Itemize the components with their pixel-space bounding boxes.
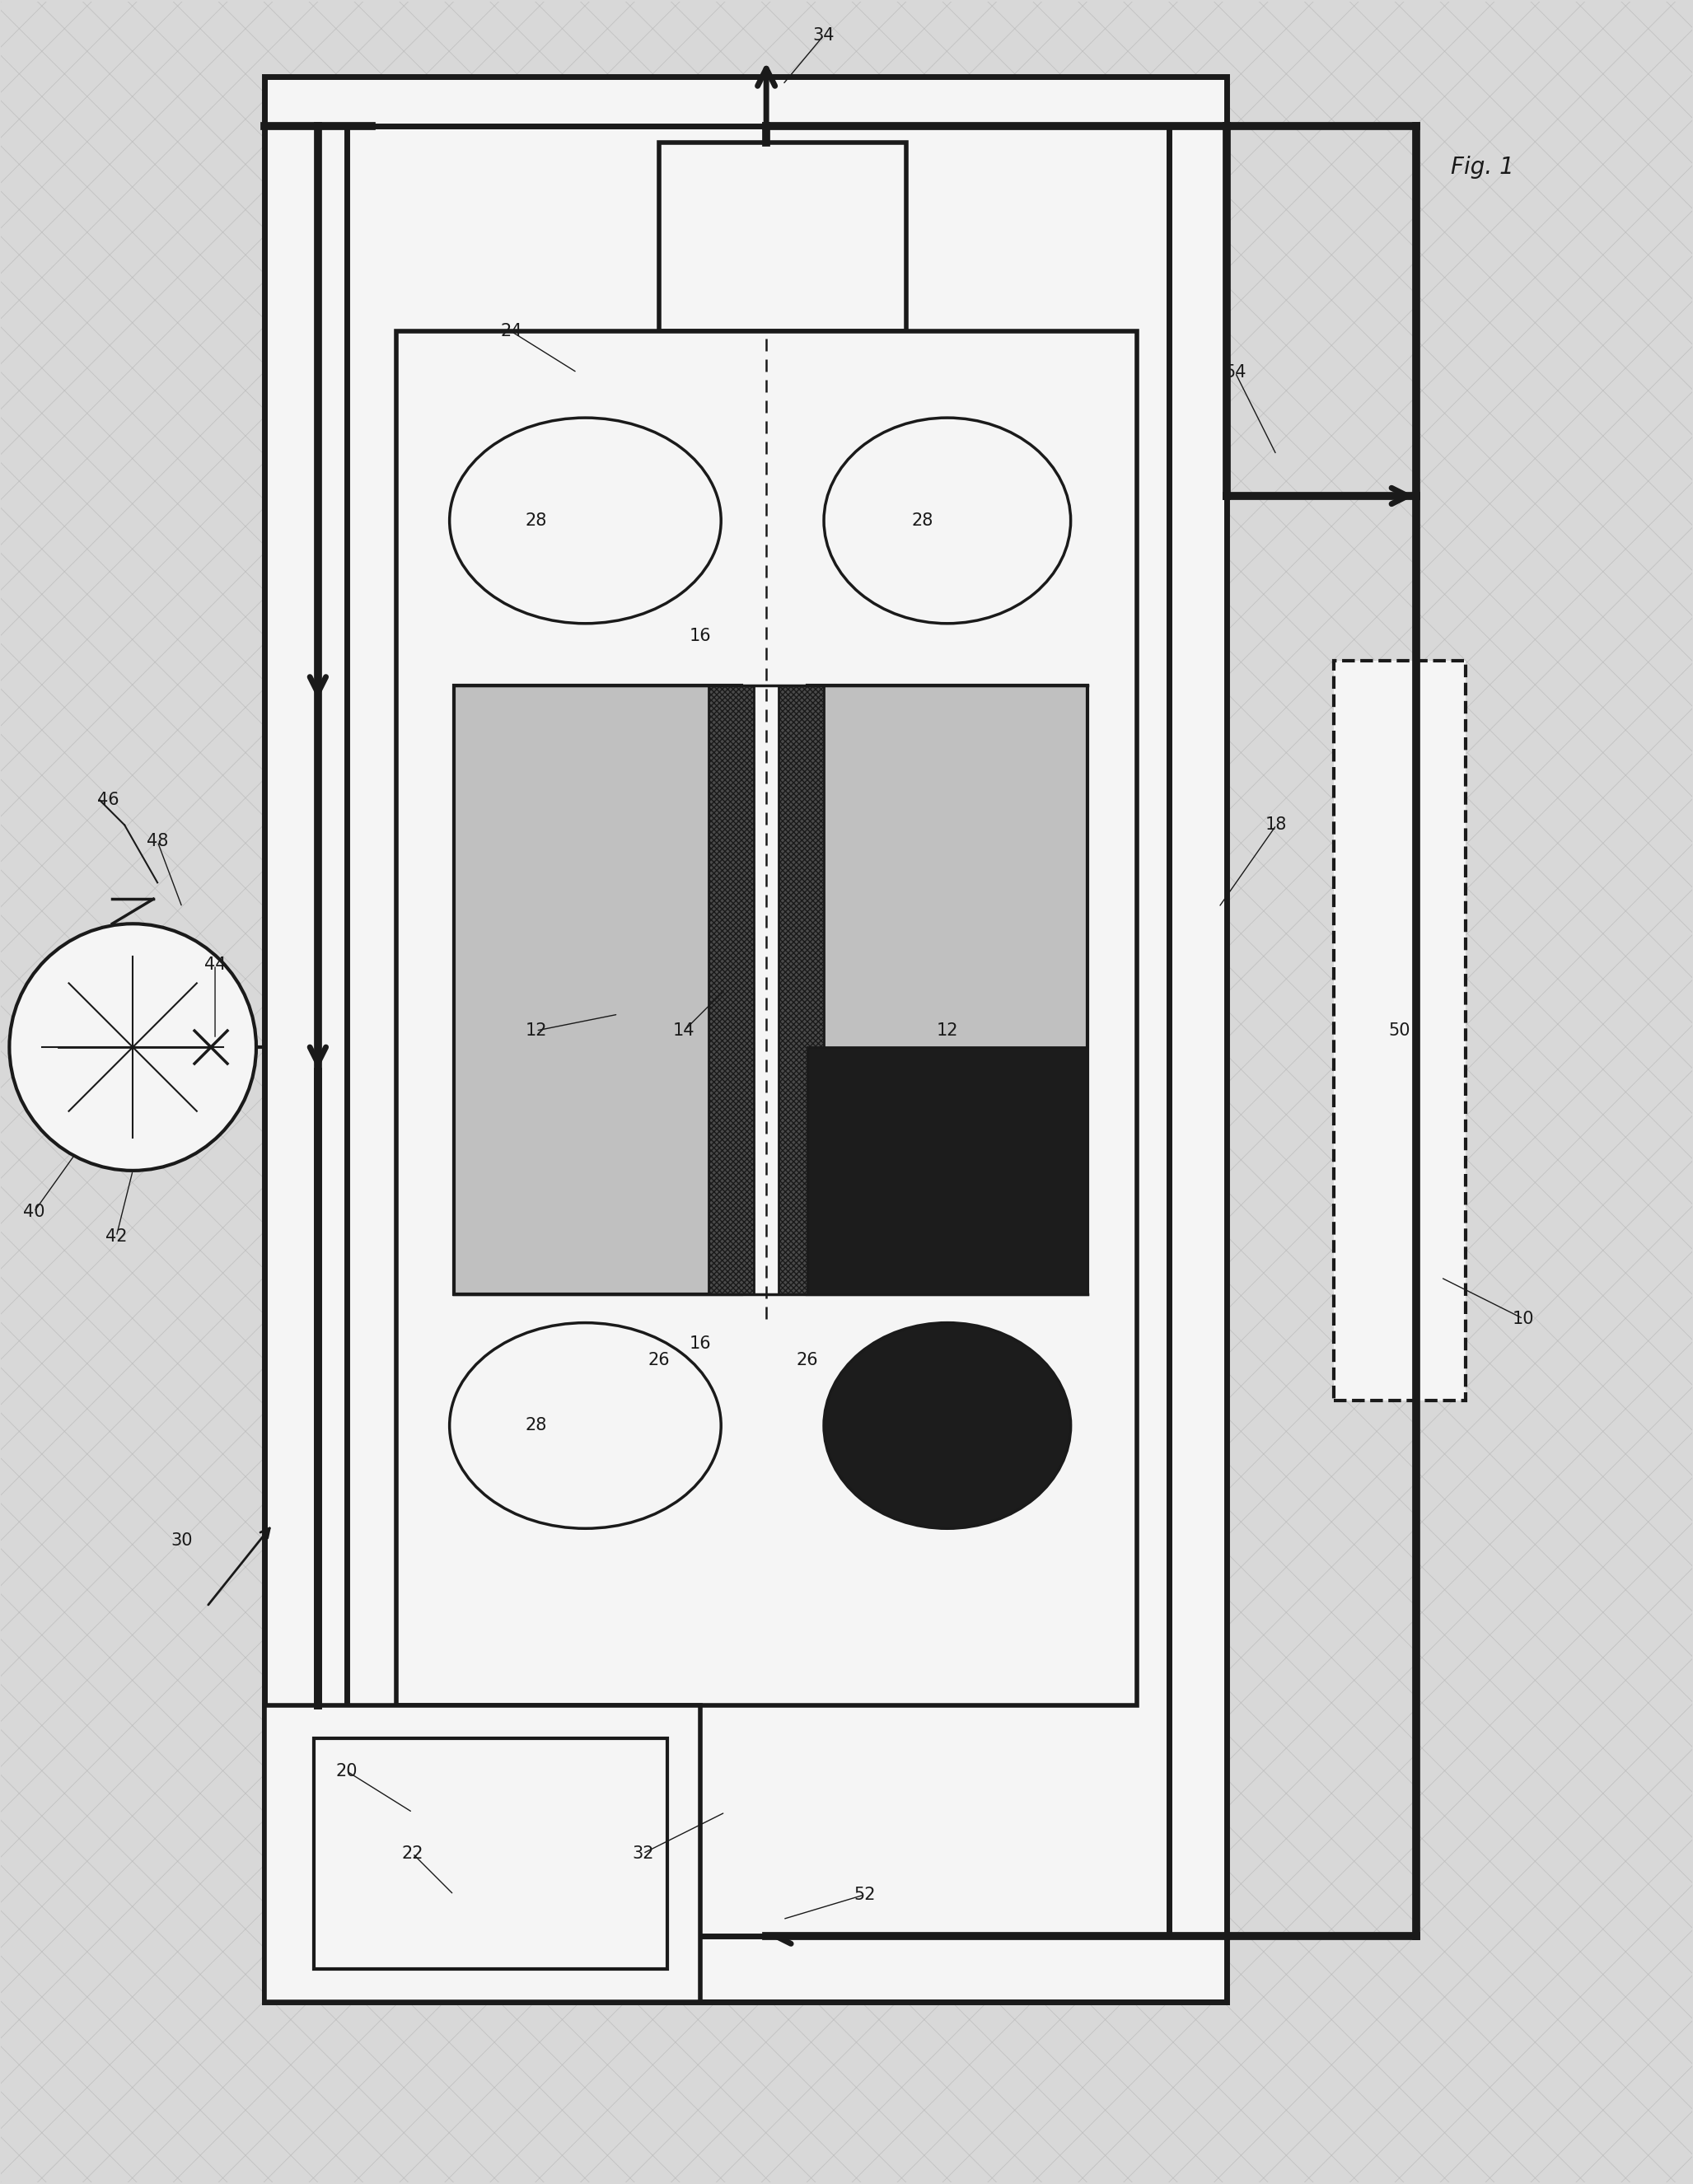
Text: 18: 18 [1265,817,1287,834]
Text: 22: 22 [401,1845,423,1861]
Polygon shape [396,332,1136,1706]
Text: 10: 10 [1512,1310,1534,1328]
Text: 12: 12 [525,1022,547,1040]
Text: 28: 28 [525,513,547,529]
Polygon shape [808,1046,1087,1293]
Polygon shape [779,686,824,1293]
Polygon shape [313,1738,667,1968]
Ellipse shape [824,1324,1070,1529]
Text: 16: 16 [689,1334,711,1352]
Text: 28: 28 [525,1417,547,1435]
Ellipse shape [824,417,1070,622]
Text: 54: 54 [1224,365,1246,380]
Text: 32: 32 [631,1845,653,1861]
Polygon shape [454,686,742,1293]
Text: 52: 52 [853,1887,875,1902]
Polygon shape [264,76,1227,2001]
Text: 30: 30 [171,1533,193,1548]
Text: 12: 12 [936,1022,958,1040]
Ellipse shape [450,1324,721,1529]
Text: 20: 20 [335,1762,357,1780]
Text: 24: 24 [501,323,521,341]
Ellipse shape [450,417,721,622]
Text: 34: 34 [813,26,835,44]
Polygon shape [808,686,1087,1293]
Text: 28: 28 [913,513,933,529]
Text: 26: 26 [648,1352,670,1367]
Polygon shape [709,686,753,1293]
Text: 48: 48 [147,834,168,850]
Text: 44: 44 [205,957,225,974]
Text: 16: 16 [689,627,711,644]
Text: Fig. 1: Fig. 1 [1451,155,1514,179]
Text: 14: 14 [674,1022,694,1040]
Text: 42: 42 [105,1227,127,1245]
Polygon shape [347,127,1170,1935]
Text: 46: 46 [97,793,119,808]
Circle shape [10,924,256,1171]
Polygon shape [659,142,906,332]
Polygon shape [264,1706,701,2001]
Text: 26: 26 [796,1352,818,1367]
Text: 50: 50 [1388,1022,1410,1040]
Text: 40: 40 [24,1203,46,1221]
Polygon shape [1334,660,1466,1400]
